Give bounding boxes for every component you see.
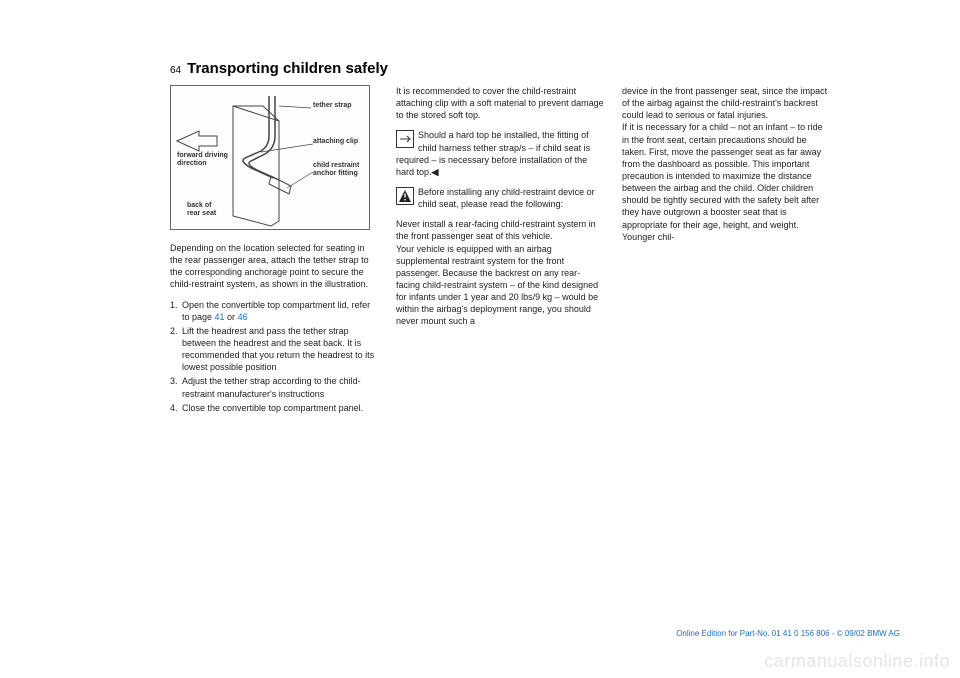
warning-lead: Before installing any child-restraint de… bbox=[418, 187, 595, 209]
note-text: Should a hard top be installed, the fitt… bbox=[396, 130, 590, 176]
column-1: tether strap attaching clip child restra… bbox=[170, 85, 378, 416]
warning-body: Never install a rear-facing child-restra… bbox=[396, 218, 604, 327]
list-text: Open the convertible top compartment lid… bbox=[182, 300, 370, 322]
list-item-3: 3. Adjust the tether strap according to … bbox=[170, 375, 378, 399]
col3-p1: device in the front passenger seat, sinc… bbox=[622, 85, 830, 243]
label-attaching-clip: attaching clip bbox=[313, 138, 358, 146]
page-link-46[interactable]: 46 bbox=[238, 312, 248, 322]
list-body: Open the convertible top compartment lid… bbox=[182, 299, 378, 323]
list-num: 4. bbox=[170, 402, 182, 414]
page-title: Transporting children safely bbox=[187, 60, 388, 77]
column-3: device in the front passenger seat, sinc… bbox=[622, 85, 830, 416]
list-body: Close the convertible top compartment pa… bbox=[182, 402, 378, 414]
end-mark: ◀ bbox=[432, 167, 439, 177]
list-num: 2. bbox=[170, 325, 182, 374]
label-forward-driving: forward driving direction bbox=[177, 152, 228, 167]
label-back-rear-seat: back of rear seat bbox=[187, 202, 216, 217]
list-item-1: 1. Open the convertible top compartment … bbox=[170, 299, 378, 323]
list-mid: or bbox=[225, 312, 238, 322]
warning-block: Before installing any child-restraint de… bbox=[396, 186, 604, 210]
col2-p1: It is recommended to cover the child-res… bbox=[396, 85, 604, 121]
page-link-41[interactable]: 41 bbox=[215, 312, 225, 322]
list-item-2: 2. Lift the headrest and pass the tether… bbox=[170, 325, 378, 374]
columns: tether strap attaching clip child restra… bbox=[170, 85, 900, 416]
list-num: 3. bbox=[170, 375, 182, 399]
list-body: Adjust the tether strap according to the… bbox=[182, 375, 378, 399]
tether-strap-diagram: tether strap attaching clip child restra… bbox=[170, 85, 370, 230]
list-num: 1. bbox=[170, 299, 182, 323]
page-number: 64 bbox=[170, 65, 181, 76]
label-tether-strap: tether strap bbox=[313, 102, 352, 110]
info-icon bbox=[396, 130, 414, 148]
header: 64 Transporting children safely bbox=[170, 60, 900, 77]
list-item-4: 4. Close the convertible top compartment… bbox=[170, 402, 378, 414]
warning-icon bbox=[396, 187, 414, 205]
label-anchor-fitting: child restraint anchor fitting bbox=[313, 162, 359, 177]
column-2: It is recommended to cover the child-res… bbox=[396, 85, 604, 416]
footer-line: Online Edition for Part-No. 01 41 0 156 … bbox=[676, 629, 900, 638]
note-block: Should a hard top be installed, the fitt… bbox=[396, 129, 604, 178]
manual-page: 64 Transporting children safely bbox=[0, 0, 960, 678]
col1-paragraph: Depending on the location selected for s… bbox=[170, 242, 378, 291]
list-body: Lift the headrest and pass the tether st… bbox=[182, 325, 378, 374]
watermark: carmanualsonline.info bbox=[764, 651, 950, 672]
